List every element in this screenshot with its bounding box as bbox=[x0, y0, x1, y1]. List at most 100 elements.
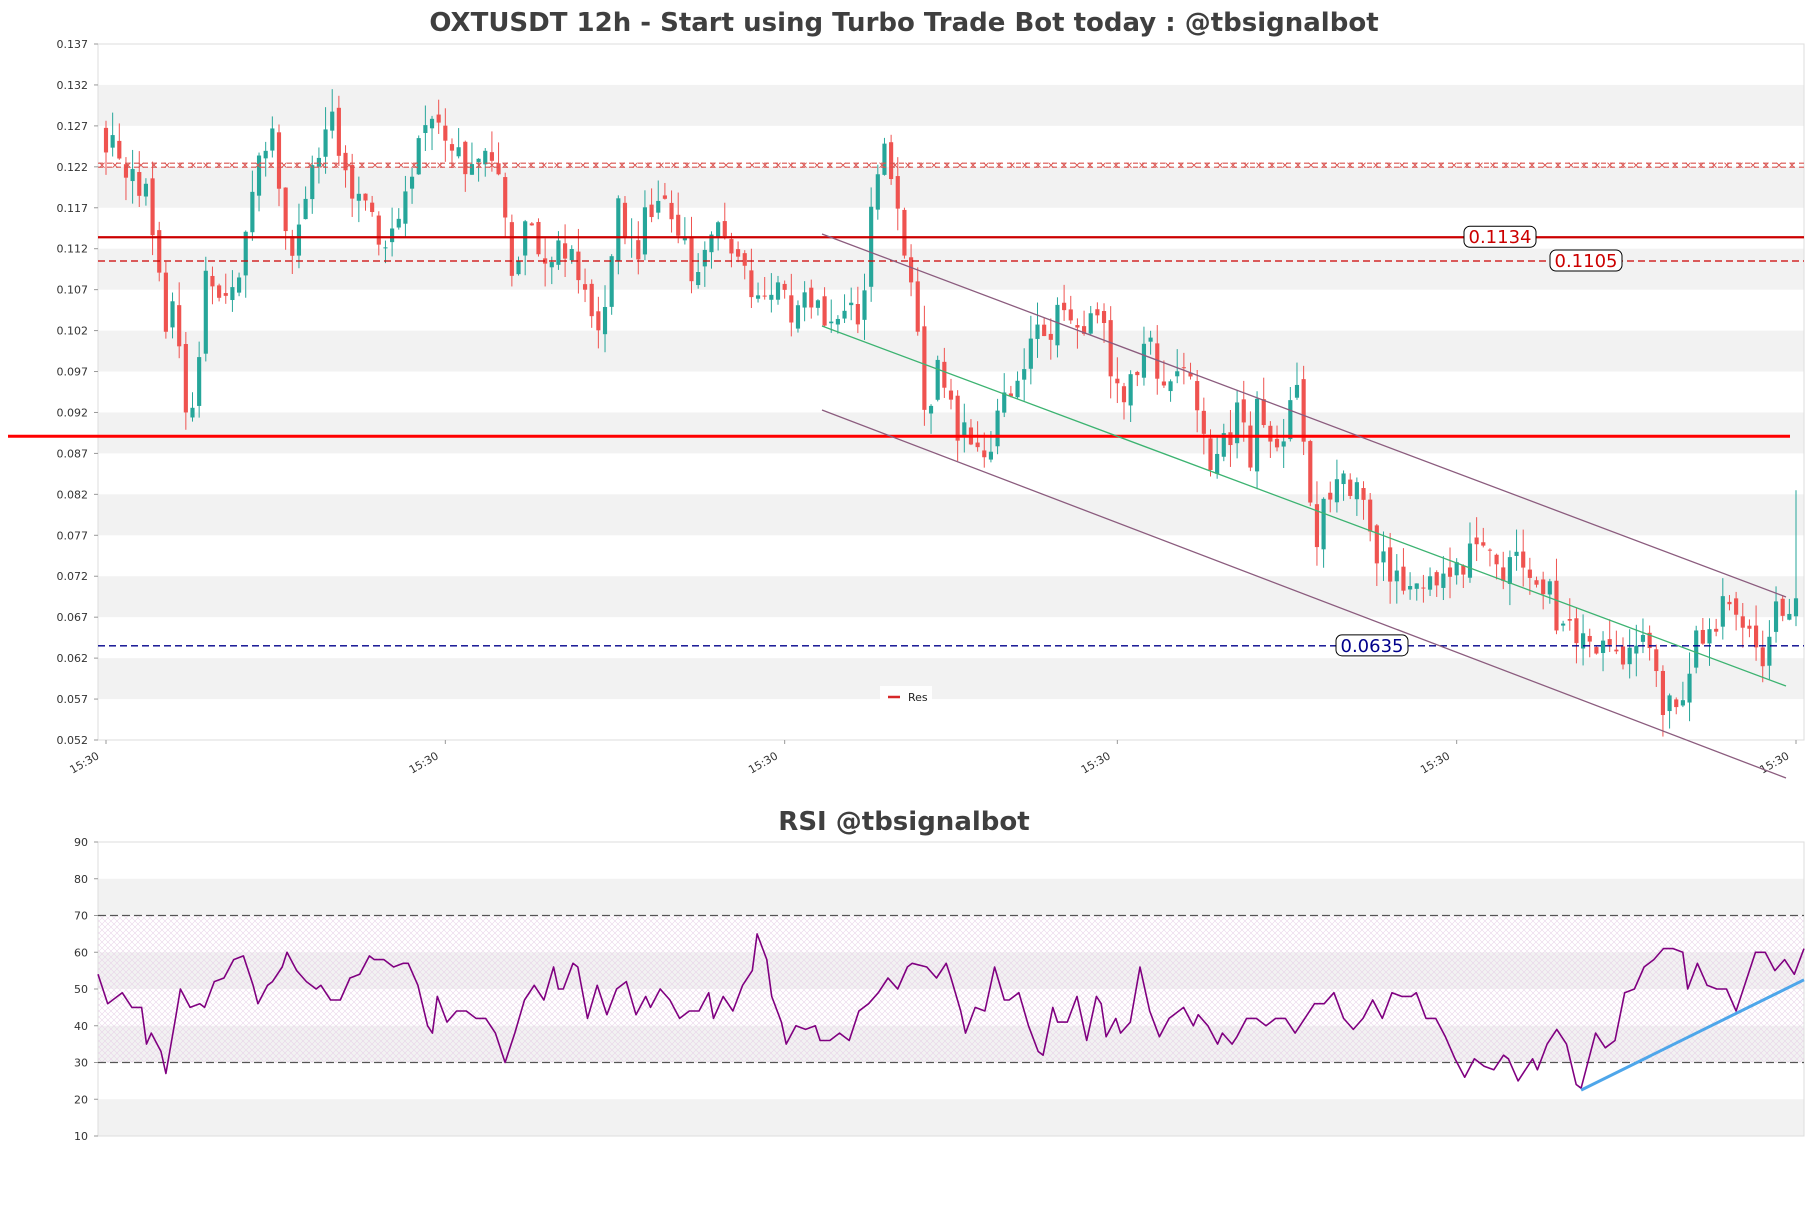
candle-body bbox=[270, 128, 275, 151]
resistance-zone-marker bbox=[1685, 162, 1691, 169]
channel-lower-line bbox=[821, 409, 1787, 779]
candle-body bbox=[1594, 647, 1599, 654]
candle-body bbox=[343, 152, 348, 171]
candle-body bbox=[815, 300, 821, 308]
candle-body bbox=[1754, 625, 1759, 648]
price-x-tick-label: 15:30 bbox=[407, 749, 441, 776]
resistance-zone-marker bbox=[658, 162, 664, 169]
candle-body bbox=[1028, 338, 1033, 369]
candle-body bbox=[862, 290, 867, 320]
candle-body bbox=[496, 163, 501, 175]
resistance-zone-marker bbox=[1113, 162, 1119, 169]
resistance-zone-marker bbox=[164, 162, 170, 169]
candle-body bbox=[948, 390, 954, 400]
candle-body bbox=[982, 450, 987, 458]
candle-body bbox=[177, 305, 182, 347]
price-channel bbox=[821, 233, 1787, 779]
candle-body bbox=[922, 326, 927, 410]
candle-body bbox=[955, 395, 960, 441]
resistance-zone-marker bbox=[255, 162, 261, 169]
rsi-grid-band bbox=[98, 1099, 1804, 1136]
resistance-zone-marker bbox=[125, 162, 131, 169]
candle-body bbox=[882, 143, 887, 175]
candle-body bbox=[123, 164, 129, 178]
resistance-zone-marker bbox=[1672, 162, 1678, 169]
resistance-zone-marker bbox=[580, 162, 586, 169]
resistance-zone-marker bbox=[632, 162, 638, 169]
price-y-tick-label: 0.132 bbox=[57, 79, 89, 92]
resistance-zone-marker bbox=[1282, 162, 1288, 169]
price-y-tick-label: 0.092 bbox=[57, 406, 89, 419]
resistance-zone-marker bbox=[1087, 162, 1093, 169]
resistance-zone-marker bbox=[1412, 162, 1418, 169]
resistance-zone-marker bbox=[1256, 162, 1262, 169]
resistance-zone-marker bbox=[905, 162, 911, 169]
resistance-zone-marker bbox=[1399, 162, 1405, 169]
resistance-zone-marker bbox=[1191, 162, 1197, 169]
candle-body bbox=[1274, 438, 1280, 448]
candle-body bbox=[1068, 309, 1073, 321]
candle-body bbox=[769, 294, 774, 300]
candle-body bbox=[1547, 581, 1552, 595]
candle-body bbox=[1381, 551, 1386, 563]
candle-body bbox=[589, 283, 594, 317]
price-x-tick-label: 15:30 bbox=[1758, 749, 1792, 776]
resistance-zone-marker bbox=[138, 162, 144, 169]
candle-body bbox=[1773, 601, 1779, 632]
rsi-lines bbox=[97, 914, 1805, 1092]
price-y-tick-label: 0.117 bbox=[57, 202, 89, 215]
candle-body bbox=[163, 272, 168, 332]
candle-body bbox=[483, 150, 488, 165]
candle-body bbox=[463, 141, 468, 175]
resistance-zone-marker bbox=[619, 162, 625, 169]
candle-body bbox=[1401, 566, 1406, 591]
candle-body bbox=[1361, 488, 1366, 500]
candle-body bbox=[383, 247, 388, 249]
resistance-zone-marker bbox=[1490, 162, 1496, 169]
candle-body bbox=[197, 357, 202, 406]
candle-body bbox=[1195, 381, 1200, 411]
candle-body bbox=[370, 202, 375, 213]
resistance-zone-marker bbox=[320, 162, 326, 169]
candle-body bbox=[1348, 479, 1353, 496]
legend-label: Res bbox=[908, 691, 928, 704]
resistance-zone-marker bbox=[1763, 162, 1769, 169]
price-x-axis: 15:30 15:30 15:30 15:30 15:30 15:30 bbox=[68, 740, 1797, 776]
candle-body bbox=[263, 150, 268, 159]
candle-body bbox=[1541, 579, 1546, 595]
candle-body bbox=[556, 240, 561, 265]
rsi-y-tick-label: 40 bbox=[74, 1020, 88, 1033]
candle-body bbox=[436, 114, 441, 123]
resistance-zone-marker bbox=[1139, 162, 1145, 169]
candle-body bbox=[1581, 633, 1586, 649]
candle-body bbox=[230, 287, 235, 301]
resistance-zone-marker bbox=[1737, 162, 1743, 169]
resistance-zone-marker bbox=[1035, 162, 1041, 169]
candle-body bbox=[250, 191, 255, 233]
candle-body bbox=[915, 281, 920, 332]
resistance-zone-marker bbox=[1464, 162, 1470, 169]
candle-body bbox=[649, 204, 654, 218]
price-x-tick-label: 15:30 bbox=[1079, 749, 1113, 776]
candle-body bbox=[1494, 554, 1499, 565]
resistance-zone-marker bbox=[463, 162, 469, 169]
candle-body bbox=[1414, 583, 1419, 589]
resistance-zone-marker bbox=[242, 162, 248, 169]
price-y-tick-label: 0.072 bbox=[57, 570, 89, 583]
candle-body bbox=[170, 301, 175, 328]
candle-body bbox=[1095, 309, 1100, 316]
candle-body bbox=[316, 157, 321, 167]
candle-body bbox=[809, 287, 814, 308]
resistance-zone-marker bbox=[892, 162, 898, 169]
candle-body bbox=[682, 237, 687, 241]
candle-body bbox=[1647, 632, 1652, 649]
resistance-zone-marker bbox=[1243, 162, 1249, 169]
candle-body bbox=[1434, 572, 1439, 586]
price-y-tick-label: 0.062 bbox=[57, 652, 89, 665]
resistance-zone-marker bbox=[1048, 162, 1054, 169]
candle-body bbox=[1308, 441, 1313, 503]
rsi-y-tick-label: 70 bbox=[74, 910, 88, 923]
resistance-zone-marker bbox=[515, 162, 521, 169]
candle-body bbox=[1408, 586, 1413, 590]
